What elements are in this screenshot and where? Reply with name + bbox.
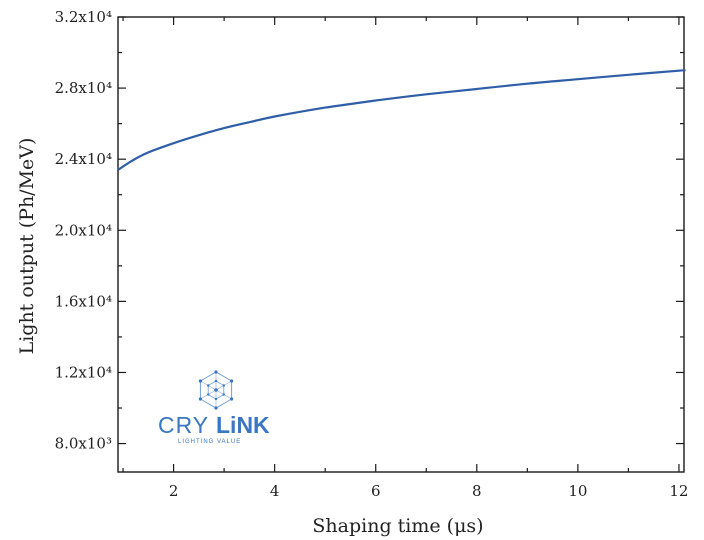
logo-inner-node [207, 384, 210, 387]
x-axis-title: Shaping time (μs) [312, 515, 483, 537]
watermark-brand-part2: LiNK [216, 412, 270, 438]
logo-node [229, 397, 234, 401]
watermark-brand-part1: CRY [158, 412, 209, 438]
logo-inner-node [222, 384, 225, 387]
axes-frame [117, 16, 685, 473]
x-tick-label: 10 [568, 482, 587, 500]
x-tick-label: 6 [371, 482, 381, 500]
logo-node [214, 406, 218, 410]
logo-inner-node [214, 397, 218, 401]
y-tick-label: 8.0x10³ [55, 435, 112, 453]
logo-node [214, 370, 218, 374]
y-tick-label: 3.2x10⁴ [55, 8, 112, 26]
y-tick-label: 1.6x10⁴ [55, 292, 112, 310]
x-tick-label: 12 [669, 482, 688, 500]
x-tick-label: 4 [270, 482, 280, 500]
logo-node [198, 379, 203, 383]
y-tick-label: 2.8x10⁴ [55, 79, 112, 97]
ticks-group: 2 4 6 8 10 12 8.0x10³ 1.2x10⁴ 1.6x10⁴ 2.0x10⁴ 2.4x… [55, 8, 689, 500]
logo-center-node [214, 388, 218, 392]
y-tick-label: 1.2x10⁴ [55, 363, 112, 381]
y-axis-title: Light output (Ph/MeV) [16, 138, 38, 355]
x-tick-label: 8 [472, 482, 482, 500]
x-tick-label: 2 [169, 482, 179, 500]
hexagon-crystal-icon [198, 370, 234, 410]
logo-inner-node [222, 393, 225, 396]
logo-node [198, 397, 203, 401]
series-layer [117, 69, 686, 171]
watermark-logo: CRY LiNK LIGHTING VALUE [158, 370, 270, 445]
y-tick-label: 2.0x10⁴ [55, 221, 112, 239]
watermark-tagline: LIGHTING VALUE [178, 439, 241, 445]
y-tick-label: 2.4x10⁴ [55, 150, 112, 168]
series-line-0 [117, 69, 686, 171]
logo-inner-node [214, 379, 218, 383]
plot-frame [117, 16, 685, 473]
logo-node [229, 379, 234, 383]
logo-inner-node [207, 393, 210, 396]
